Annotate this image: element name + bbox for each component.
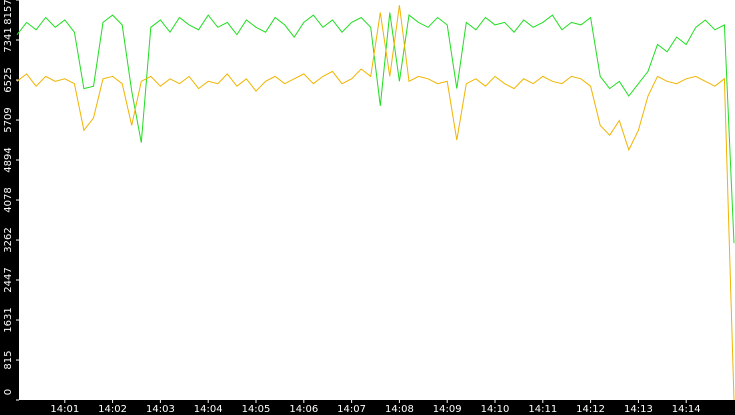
x-tick-label: 14:06 xyxy=(289,404,318,415)
y-tick-label: 4078 xyxy=(3,187,14,212)
x-tick-label: 14:12 xyxy=(576,404,605,415)
x-tick-label: 14:04 xyxy=(194,404,223,415)
x-tick-label: 14:11 xyxy=(528,404,557,415)
x-tick-label: 14:03 xyxy=(146,404,175,415)
x-tick-label: 14:02 xyxy=(98,404,127,415)
x-tick-label: 14:09 xyxy=(433,404,462,415)
x-tick-label: 14:07 xyxy=(337,404,366,415)
y-tick-label: 1631 xyxy=(3,307,14,332)
y-tick-label: 815 xyxy=(3,350,14,369)
series-line xyxy=(16,12,735,244)
y-tick-label: 6525 xyxy=(3,67,14,92)
x-tick-label: 14:05 xyxy=(242,404,271,415)
x-tick-label: 14:13 xyxy=(624,404,653,415)
y-tick-label: 5709 xyxy=(3,107,14,132)
y-tick-label: 3262 xyxy=(3,227,14,252)
x-tick-label: 14:01 xyxy=(50,404,79,415)
x-tick-label: 14:14 xyxy=(672,404,701,415)
x-tick-label: 14:10 xyxy=(481,404,510,415)
series-line xyxy=(16,5,735,401)
plot-area xyxy=(19,0,735,400)
x-tick-label: 14:08 xyxy=(385,404,414,415)
y-tick-label: 2447 xyxy=(3,267,14,292)
y-tick-label: 4894 xyxy=(3,147,14,172)
y-tick-label: 8157 xyxy=(3,0,14,25)
y-tick-label: 7341 xyxy=(3,27,14,52)
y-tick-label: 0 xyxy=(3,389,14,395)
